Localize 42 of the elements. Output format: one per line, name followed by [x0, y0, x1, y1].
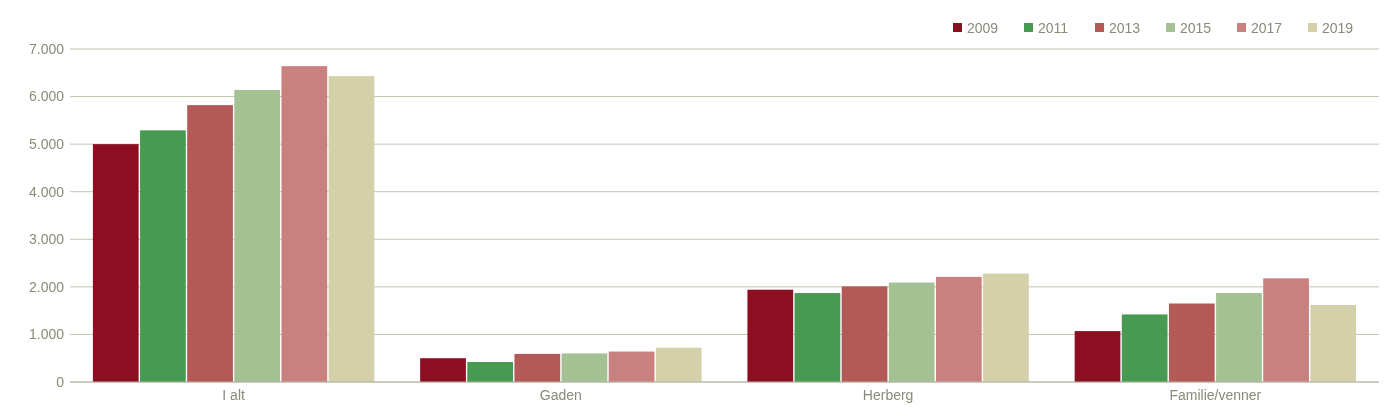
y-tick-label: 7.000 — [28, 40, 65, 57]
x-tick-label: Gaden — [539, 387, 582, 403]
legend-label: 2013 — [1109, 19, 1141, 36]
bar — [1216, 293, 1262, 382]
bar — [1168, 303, 1215, 382]
x-tick-label: Familie/venner — [1169, 387, 1262, 403]
bar — [983, 273, 1029, 382]
bar — [935, 276, 982, 382]
y-tick-label: 6.000 — [28, 88, 65, 105]
bar — [328, 76, 375, 382]
bar — [140, 130, 186, 382]
bar — [561, 353, 608, 382]
y-tick-label: 5.000 — [28, 136, 65, 153]
x-tick-label: Herberg — [862, 387, 914, 403]
y-tick-label: 1.000 — [28, 326, 65, 343]
bar — [92, 144, 139, 382]
bar — [608, 351, 655, 382]
legend-label: 2009 — [967, 19, 999, 36]
bar — [420, 358, 466, 382]
bar — [1074, 331, 1121, 382]
legend-label: 2015 — [1180, 19, 1212, 36]
bar — [841, 286, 888, 382]
y-tick-label: 4.000 — [28, 183, 65, 200]
bar — [794, 293, 841, 382]
bar — [1121, 314, 1168, 382]
legend-label: 2019 — [1322, 19, 1354, 36]
bar — [234, 89, 281, 382]
legend-label: 2017 — [1251, 19, 1283, 36]
x-tick-label: I alt — [222, 387, 246, 403]
bar — [514, 353, 561, 382]
y-tick-label: 3.000 — [28, 231, 65, 248]
bar — [467, 362, 514, 382]
bar — [655, 347, 702, 382]
bar — [747, 289, 794, 382]
bar — [1263, 278, 1309, 382]
y-tick-label: 2.000 — [28, 278, 65, 295]
legend-label: 2011 — [1038, 19, 1069, 36]
y-tick-label: 0 — [56, 373, 65, 390]
bar — [187, 105, 233, 382]
bar — [1310, 304, 1357, 382]
bar — [281, 66, 328, 382]
bar — [888, 282, 935, 382]
